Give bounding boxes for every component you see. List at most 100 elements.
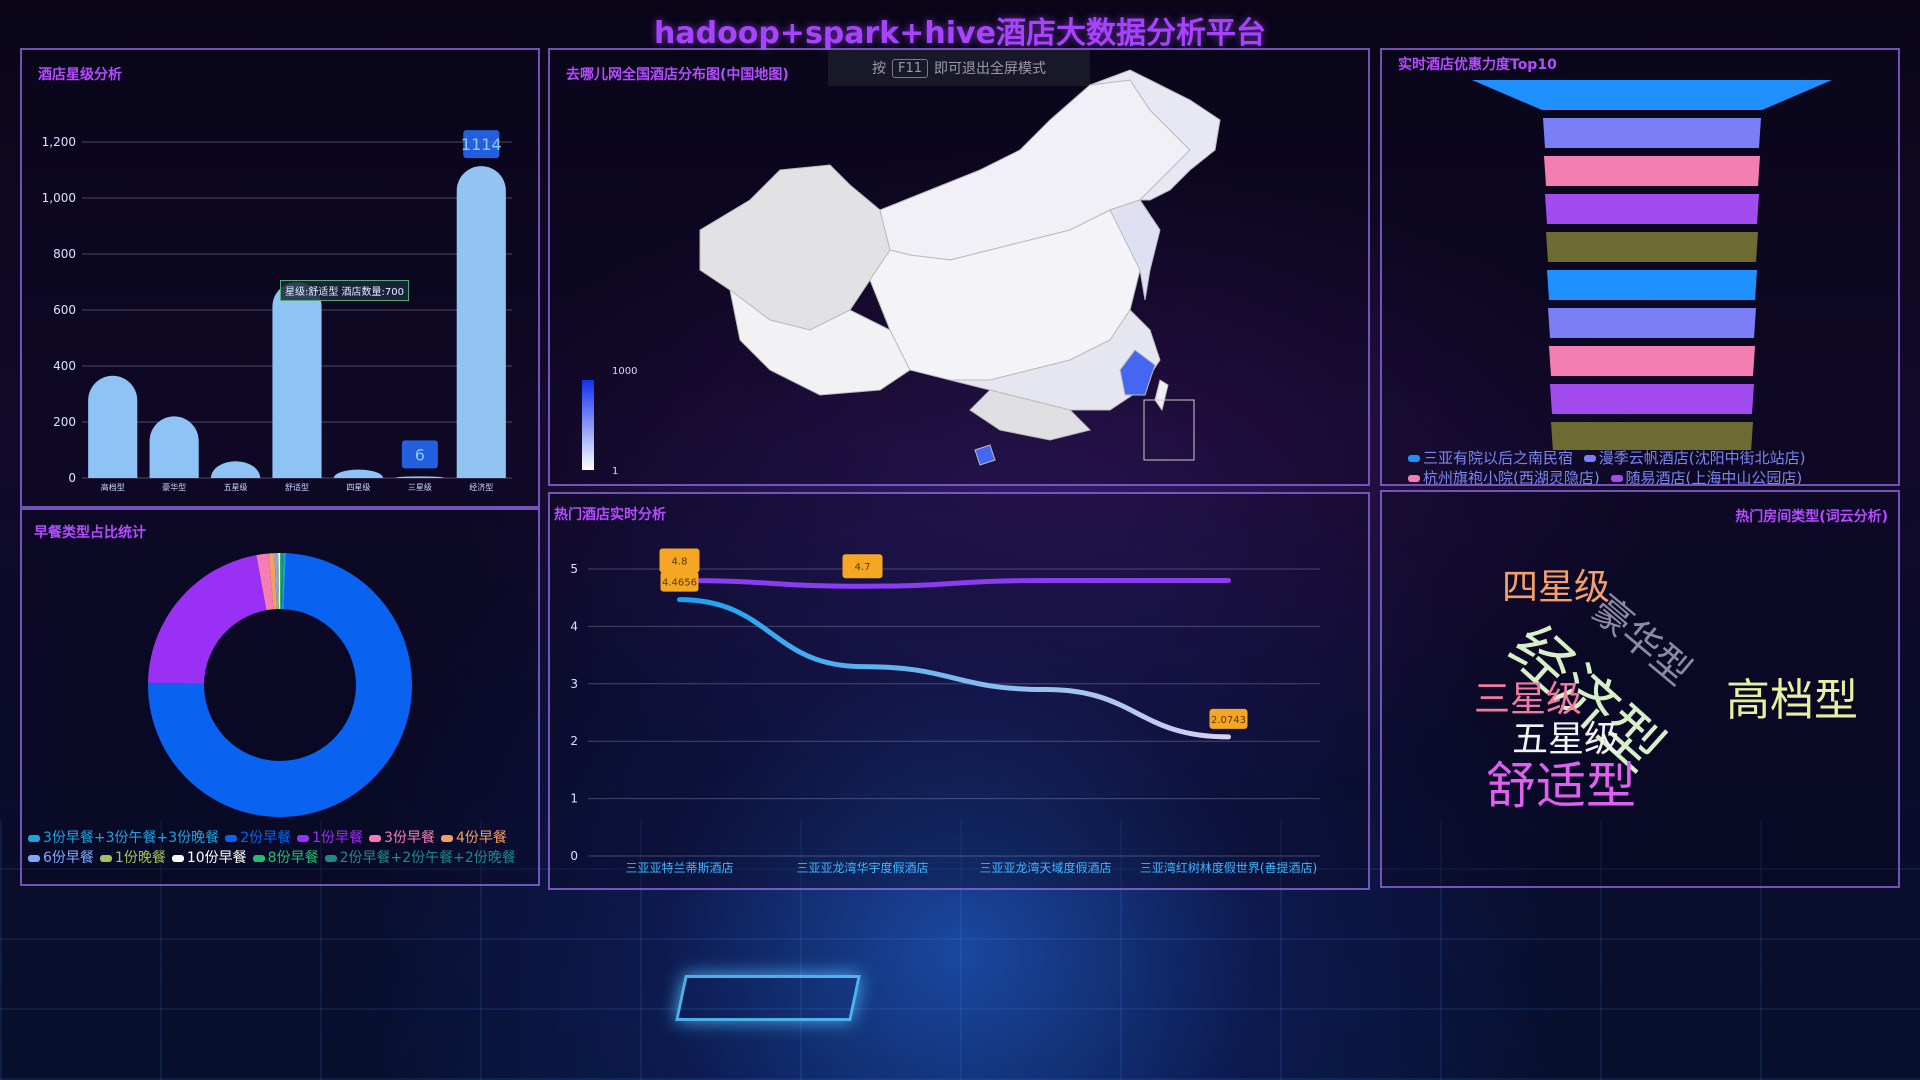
funnel-segment xyxy=(1543,118,1761,148)
bar xyxy=(272,282,322,478)
discount-funnel-chart[interactable] xyxy=(1382,50,1898,450)
y-tick-label: 1,200 xyxy=(42,135,76,149)
x-tick-label: 三亚亚特兰蒂斯酒店 xyxy=(625,860,733,875)
pie-slice xyxy=(274,553,279,610)
word-cloud-word[interactable]: 四星级 xyxy=(1502,567,1611,608)
y-tick-label: 200 xyxy=(53,415,76,429)
funnel-segment xyxy=(1547,270,1757,300)
series-line xyxy=(677,577,1231,589)
breakfast-panel-title: 早餐类型占比统计 xyxy=(34,525,146,541)
room-type-panel: 热门房间类型(词云分析) 四星级 豪华型 经济型 三星级 高档型 五星级 舒适型 xyxy=(1380,490,1900,888)
map-region-west xyxy=(699,164,891,331)
legend-label: 1份早餐 xyxy=(312,830,364,846)
y-tick-label: 1,000 xyxy=(42,191,76,205)
pie-slice xyxy=(148,555,267,684)
legend-item[interactable]: 3份早餐+3份午餐+3份晚餐 xyxy=(28,830,219,846)
legend-item[interactable]: 杭州旗袍小院(西湖灵隐店) xyxy=(1408,469,1600,484)
pie-slice xyxy=(281,553,286,610)
legend-item[interactable]: 三亚有院以后之南民宿 xyxy=(1408,449,1573,467)
legend-item[interactable]: 1份晚餐 xyxy=(99,850,166,866)
bar xyxy=(395,476,445,478)
word-cloud-word[interactable]: 舒适型 xyxy=(1486,757,1636,815)
legend-item[interactable]: 随易酒店(上海中山公园店) xyxy=(1610,469,1802,484)
legend-item[interactable]: 6份早餐 xyxy=(28,850,94,866)
fullscreen-hint-prefix: 按 xyxy=(871,61,886,77)
funnel-segment xyxy=(1551,422,1753,450)
legend-label: 2份早餐 xyxy=(240,830,292,846)
legend-label: 3份早餐+3份午餐+3份晚餐 xyxy=(43,830,220,846)
funnel-segment xyxy=(1545,194,1759,224)
funnel-segment xyxy=(1546,232,1758,262)
glow-tile-decoration xyxy=(675,975,861,1021)
x-tick-label: 高档型 xyxy=(101,482,125,492)
marker-pin xyxy=(659,548,700,573)
top10-panel-title: 实时酒店优惠力度Top10 xyxy=(1398,57,1557,73)
x-tick-label: 豪华型 xyxy=(162,482,186,492)
south-china-sea-inset xyxy=(1143,399,1195,461)
word-cloud-word[interactable]: 高档型 xyxy=(1726,675,1858,726)
funnel-segment xyxy=(1550,384,1754,414)
legend-item[interactable]: 2份早餐 xyxy=(225,830,291,846)
pie-slice xyxy=(278,553,281,610)
pie-slice xyxy=(276,553,280,610)
value-label-box xyxy=(401,440,438,469)
legend-label: 4份早餐 xyxy=(455,830,507,846)
map-region-hainan xyxy=(974,444,996,466)
top10-panel: 实时酒店优惠力度Top10 三亚有院以后之南民宿 漫季云帆酒店(沈阳中街北站店)… xyxy=(1380,48,1900,486)
china-map[interactable] xyxy=(550,50,1368,484)
y-tick-label: 4 xyxy=(570,619,578,633)
legend-item[interactable]: 2份早餐+2份午餐+2份晚餐 xyxy=(324,850,516,866)
funnel-segment xyxy=(1549,346,1755,376)
y-tick-label: 2 xyxy=(570,734,578,748)
pie-slice xyxy=(268,553,277,610)
legend-item[interactable]: 漫季云帆酒店(沈阳中街北站店) xyxy=(1583,449,1806,467)
funnel-segment xyxy=(1544,156,1760,186)
map-region-fujian xyxy=(1119,349,1156,396)
pie-slice xyxy=(281,553,284,610)
bar xyxy=(333,469,383,478)
hot-hotel-panel: 热门酒店实时分析 0 1 2 3 4 5 三亚亚特兰蒂斯酒店 三亚亚龙湾华宇度假酒店 三亚亚龙湾… xyxy=(548,492,1370,890)
star-tooltip: 星级:舒适型 酒店数量:700 xyxy=(280,280,410,301)
x-tick-label: 五星级 xyxy=(224,482,248,492)
y-tick-label: 800 xyxy=(53,247,76,261)
x-tick-label: 三亚湾红树林度假世界(善提酒店) xyxy=(1140,860,1317,875)
star-panel: 酒店星级分析 0 200 400 600 800 1,000 1,200 高档型 豪华型 五星级 舒… xyxy=(20,48,540,508)
legend-label: 8份早餐 xyxy=(267,850,319,866)
y-tick-label: 0 xyxy=(68,471,76,485)
word-cloud-word[interactable]: 三星级 xyxy=(1474,679,1583,720)
x-tick-label: 三亚亚龙湾天域度假酒店 xyxy=(979,860,1111,875)
pie-slice xyxy=(280,553,282,610)
marker-label: 2.0743 xyxy=(1211,715,1246,726)
value-label-box xyxy=(463,130,500,159)
star-panel-title: 酒店星级分析 xyxy=(38,67,122,83)
map-region-taiwan xyxy=(1154,379,1169,412)
legend-label: 1份晚餐 xyxy=(114,850,166,866)
bar xyxy=(456,166,506,478)
star-bar-chart[interactable]: 0 200 400 600 800 1,000 1,200 高档型 豪华型 五星级 舒适型 四星级 三星… xyxy=(22,50,538,506)
hot-hotel-line-chart[interactable]: 0 1 2 3 4 5 三亚亚特兰蒂斯酒店 三亚亚龙湾华宇度假酒店 三亚亚龙湾天域度假酒店 三亚湾… xyxy=(550,494,1368,888)
legend-item[interactable]: 4份早餐 xyxy=(440,830,507,846)
f11-key: F11 xyxy=(891,58,929,78)
breakfast-donut-chart[interactable] xyxy=(22,540,538,830)
funnel-segment xyxy=(1472,80,1832,110)
legend-item[interactable]: 10份早餐 xyxy=(171,850,247,866)
marker-label: 4.7 xyxy=(855,562,871,573)
marker-pin xyxy=(842,554,883,579)
legend-item[interactable]: 1份早餐 xyxy=(297,830,363,846)
y-tick-label: 3 xyxy=(570,677,578,691)
legend-item[interactable]: 8份早餐 xyxy=(252,850,319,866)
marker-pin xyxy=(660,571,699,592)
y-tick-label: 1 xyxy=(570,792,578,806)
y-tick-label: 0 xyxy=(570,849,578,863)
value-label: 6 xyxy=(415,445,425,464)
x-tick-label: 经济型 xyxy=(469,482,493,492)
legend-label: 2份早餐+2份午餐+2份晚餐 xyxy=(339,850,516,866)
background-grid-floor xyxy=(0,820,1920,1080)
y-tick-label: 400 xyxy=(53,359,76,373)
funnel-segment xyxy=(1548,308,1756,338)
word-cloud-word[interactable]: 五星级 xyxy=(1512,719,1621,760)
bar xyxy=(88,375,138,478)
breakfast-panel: 早餐类型占比统计 3份早餐+3份午餐+3份晚餐 2份早餐 1份早餐 3份早餐 4份早餐 6… xyxy=(20,508,540,886)
x-tick-label: 三亚亚龙湾华宇度假酒店 xyxy=(796,860,928,875)
legend-item[interactable]: 3份早餐 xyxy=(369,830,435,846)
